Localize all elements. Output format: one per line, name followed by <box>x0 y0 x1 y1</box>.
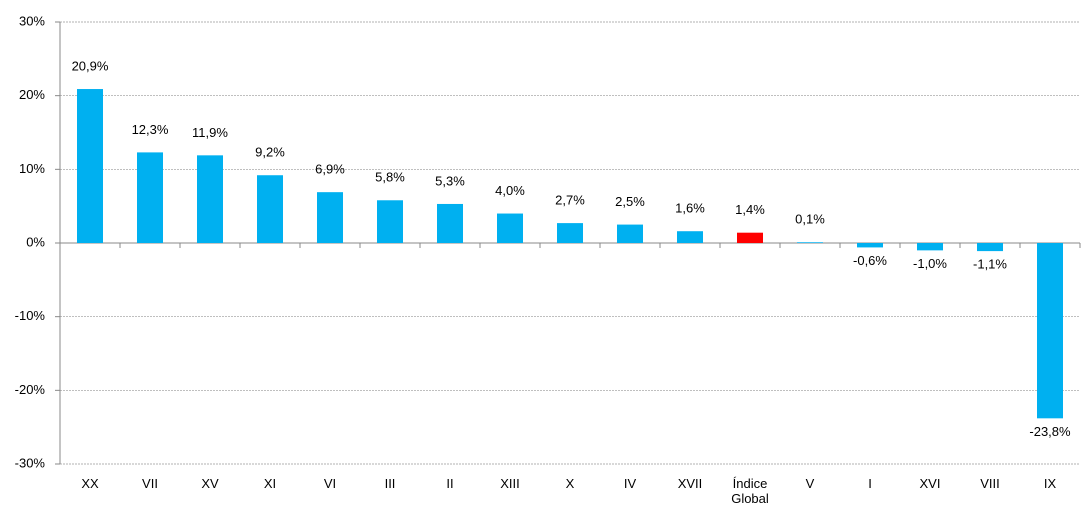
x-tick-label: IX <box>1043 476 1057 491</box>
bar <box>797 242 823 243</box>
y-tick-label: 0% <box>26 234 45 249</box>
value-label: 1,4% <box>735 202 765 217</box>
x-tick-label: III <box>384 476 396 491</box>
value-label: 5,8% <box>375 170 405 185</box>
value-label: 2,5% <box>615 194 645 209</box>
bar <box>677 231 703 243</box>
bar <box>977 243 1003 252</box>
x-tick-label: VI <box>323 476 337 491</box>
x-tick-label: XVI <box>919 476 941 491</box>
bar <box>197 155 223 243</box>
x-tick-label: IV <box>623 476 637 491</box>
value-label: 0,1% <box>795 212 825 227</box>
x-tick-label: XIII <box>500 476 520 491</box>
x-tick-label: Índice Global <box>731 476 769 506</box>
bar <box>437 203 463 243</box>
x-tick-label: XVII <box>677 476 703 491</box>
x-tick-label: VII <box>142 476 158 491</box>
bar <box>737 232 763 243</box>
bar <box>1037 243 1063 419</box>
bar <box>77 89 103 243</box>
value-label: 6,9% <box>315 162 345 177</box>
x-tick-label: V <box>805 476 815 491</box>
x-tick-label: XI <box>263 476 277 491</box>
value-label: -0,6% <box>853 253 887 268</box>
y-tick-label: -30% <box>15 455 46 470</box>
x-tick-label: VIII <box>980 476 1000 491</box>
bar <box>377 200 403 243</box>
bar <box>857 243 883 248</box>
x-tick-label: II <box>446 476 454 491</box>
y-tick-label: 20% <box>19 87 45 102</box>
value-label: 4,0% <box>495 183 525 198</box>
bar <box>917 243 943 251</box>
value-label: -1,1% <box>973 257 1007 272</box>
value-label: -23,8% <box>1029 424 1071 439</box>
bar <box>317 192 343 243</box>
value-label: 9,2% <box>255 145 285 160</box>
y-tick-label: -10% <box>15 308 46 323</box>
bar <box>137 152 163 243</box>
value-label: 11,9% <box>192 125 228 140</box>
x-tick-label: X <box>565 476 575 491</box>
value-label: 2,7% <box>555 193 585 208</box>
x-tick-label: XV <box>201 476 219 491</box>
value-label: 20,9% <box>72 58 109 73</box>
y-tick-label: 10% <box>19 161 45 176</box>
value-label: 5,3% <box>435 173 465 188</box>
x-tick-label: I <box>868 476 872 491</box>
bar <box>617 224 643 243</box>
value-label: 12,3% <box>132 122 169 137</box>
y-tick-label: -20% <box>15 382 46 397</box>
y-tick-label: 30% <box>19 13 45 28</box>
value-label: -1,0% <box>913 256 947 271</box>
bar <box>257 175 283 243</box>
x-tick-label: XX <box>81 476 99 491</box>
bar <box>557 223 583 243</box>
bar <box>497 213 523 243</box>
value-label: 1,6% <box>675 201 705 216</box>
